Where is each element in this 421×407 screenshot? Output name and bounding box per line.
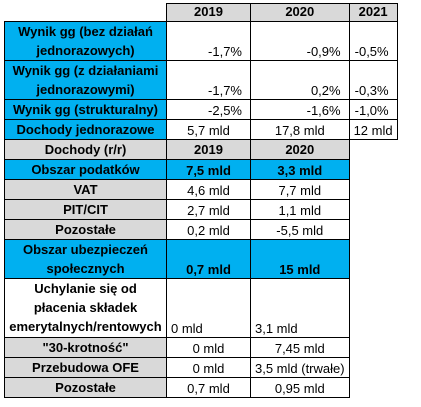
row-label[interactable]: Wynik gg (z działaniami jednorazowymi) <box>4 59 167 100</box>
row-value-2019[interactable]: -1,7% <box>166 20 251 61</box>
table-row: Pozostałe 0,7 mld 0,95 mld <box>4 376 398 398</box>
row-value-2020[interactable]: 0,2% <box>250 59 350 100</box>
row-label[interactable]: "30-krotność" <box>4 336 167 358</box>
row-value-2021[interactable]: 12 mld <box>348 118 398 140</box>
row-label[interactable]: Obszar podatków <box>4 158 167 180</box>
row-value-2020[interactable]: 3,5 mld (trwałe) <box>250 356 350 378</box>
row-value-2019[interactable]: 2,7 mld <box>166 198 251 220</box>
row-value-2019[interactable]: -2,5% <box>166 98 251 120</box>
table-row: Wynik gg (strukturalny) -2,5% -1,6% -1,0… <box>4 98 398 120</box>
row-label[interactable]: Dochody jednorazowe <box>4 118 167 140</box>
row-value-2020[interactable]: 15 mld <box>250 238 350 279</box>
row-label[interactable]: Pozostałe <box>4 218 167 240</box>
table-row: Przebudowa OFE 0 mld 3,5 mld (trwałe) <box>4 356 398 378</box>
row-value-2020[interactable]: 7,45 mld <box>250 336 350 358</box>
sub-header-label[interactable]: Dochody (r/r) <box>4 138 167 160</box>
row-value-2019[interactable]: 0 mld <box>166 277 251 338</box>
row-label[interactable]: Wynik gg (strukturalny) <box>4 98 167 120</box>
row-value-2020[interactable]: -5,5 mld <box>250 218 350 240</box>
budget-table: 2019 2020 2021 Wynik gg (bez działań jed… <box>4 3 398 398</box>
sub-header-row: Dochody (r/r) 2019 2020 <box>4 138 398 160</box>
empty-cell <box>349 239 397 278</box>
row-value-2019[interactable]: -1,7% <box>166 59 251 100</box>
row-value-2020[interactable]: 7,7 mld <box>250 178 350 200</box>
empty-cell <box>349 357 397 377</box>
header-year-2019[interactable]: 2019 <box>166 3 251 22</box>
table-row: "30-krotność" 0 mld 7,45 mld <box>4 336 398 358</box>
empty-cell <box>349 219 397 239</box>
row-value-2020[interactable]: 3,1 mld <box>250 277 350 338</box>
row-value-2019[interactable]: 0,2 mld <box>166 218 251 240</box>
row-value-2020[interactable]: -0,9% <box>250 20 350 61</box>
empty-cell <box>349 377 397 397</box>
row-value-2020[interactable]: 17,8 mld <box>250 118 350 140</box>
empty-cell <box>349 139 397 159</box>
sub-header-year-2019[interactable]: 2019 <box>166 138 251 160</box>
empty-cell <box>349 159 397 179</box>
row-value-2021[interactable]: -1,0% <box>348 98 398 120</box>
table-row: PIT/CIT 2,7 mld 1,1 mld <box>4 198 398 220</box>
header-year-2021[interactable]: 2021 <box>348 3 398 22</box>
table-row: Wynik gg (bez działań jednorazowych) -1,… <box>4 20 398 61</box>
row-value-2019[interactable]: 4,6 mld <box>166 178 251 200</box>
row-label[interactable]: Uchylanie się od płacenia składek emeryt… <box>4 277 167 338</box>
row-value-2021[interactable]: -0,5% <box>348 20 398 61</box>
empty-cell <box>349 199 397 219</box>
empty-cell <box>349 179 397 199</box>
row-value-2019[interactable]: 7,5 mld <box>166 158 251 180</box>
row-value-2020[interactable]: -1,6% <box>250 98 350 120</box>
row-value-2019[interactable]: 0,7 mld <box>166 376 251 398</box>
empty-cell <box>349 278 397 337</box>
table-header-row: 2019 2020 2021 <box>5 3 398 22</box>
row-value-2021[interactable]: -0,3% <box>348 59 398 100</box>
row-label[interactable]: VAT <box>4 178 167 200</box>
row-label[interactable]: Wynik gg (bez działań jednorazowych) <box>4 20 167 61</box>
row-label[interactable]: Obszar ubezpieczeń społecznych <box>4 238 167 279</box>
row-value-2019[interactable]: 5,7 mld <box>166 118 251 140</box>
sub-header-year-2020[interactable]: 2020 <box>250 138 350 160</box>
header-empty-cell <box>5 4 167 22</box>
empty-cell <box>349 337 397 357</box>
row-value-2020[interactable]: 0,95 mld <box>250 376 350 398</box>
row-value-2019[interactable]: 0 mld <box>166 356 251 378</box>
table-row: Obszar ubezpieczeń społecznych 0,7 mld 1… <box>4 238 398 279</box>
table-row: Pozostałe 0,2 mld -5,5 mld <box>4 218 398 240</box>
row-label[interactable]: Pozostałe <box>4 376 167 398</box>
table-row: Uchylanie się od płacenia składek emeryt… <box>4 277 398 338</box>
header-year-2020[interactable]: 2020 <box>250 3 350 22</box>
row-value-2019[interactable]: 0 mld <box>166 336 251 358</box>
row-value-2020[interactable]: 1,1 mld <box>250 198 350 220</box>
table-row: Dochody jednorazowe 5,7 mld 17,8 mld 12 … <box>4 118 398 140</box>
row-value-2019[interactable]: 0,7 mld <box>166 238 251 279</box>
row-label[interactable]: Przebudowa OFE <box>4 356 167 378</box>
table-row: Wynik gg (z działaniami jednorazowymi) -… <box>4 59 398 100</box>
row-value-2020[interactable]: 3,3 mld <box>250 158 350 180</box>
table-row: Obszar podatków 7,5 mld 3,3 mld <box>4 158 398 180</box>
row-label[interactable]: PIT/CIT <box>4 198 167 220</box>
table-row: VAT 4,6 mld 7,7 mld <box>4 178 398 200</box>
